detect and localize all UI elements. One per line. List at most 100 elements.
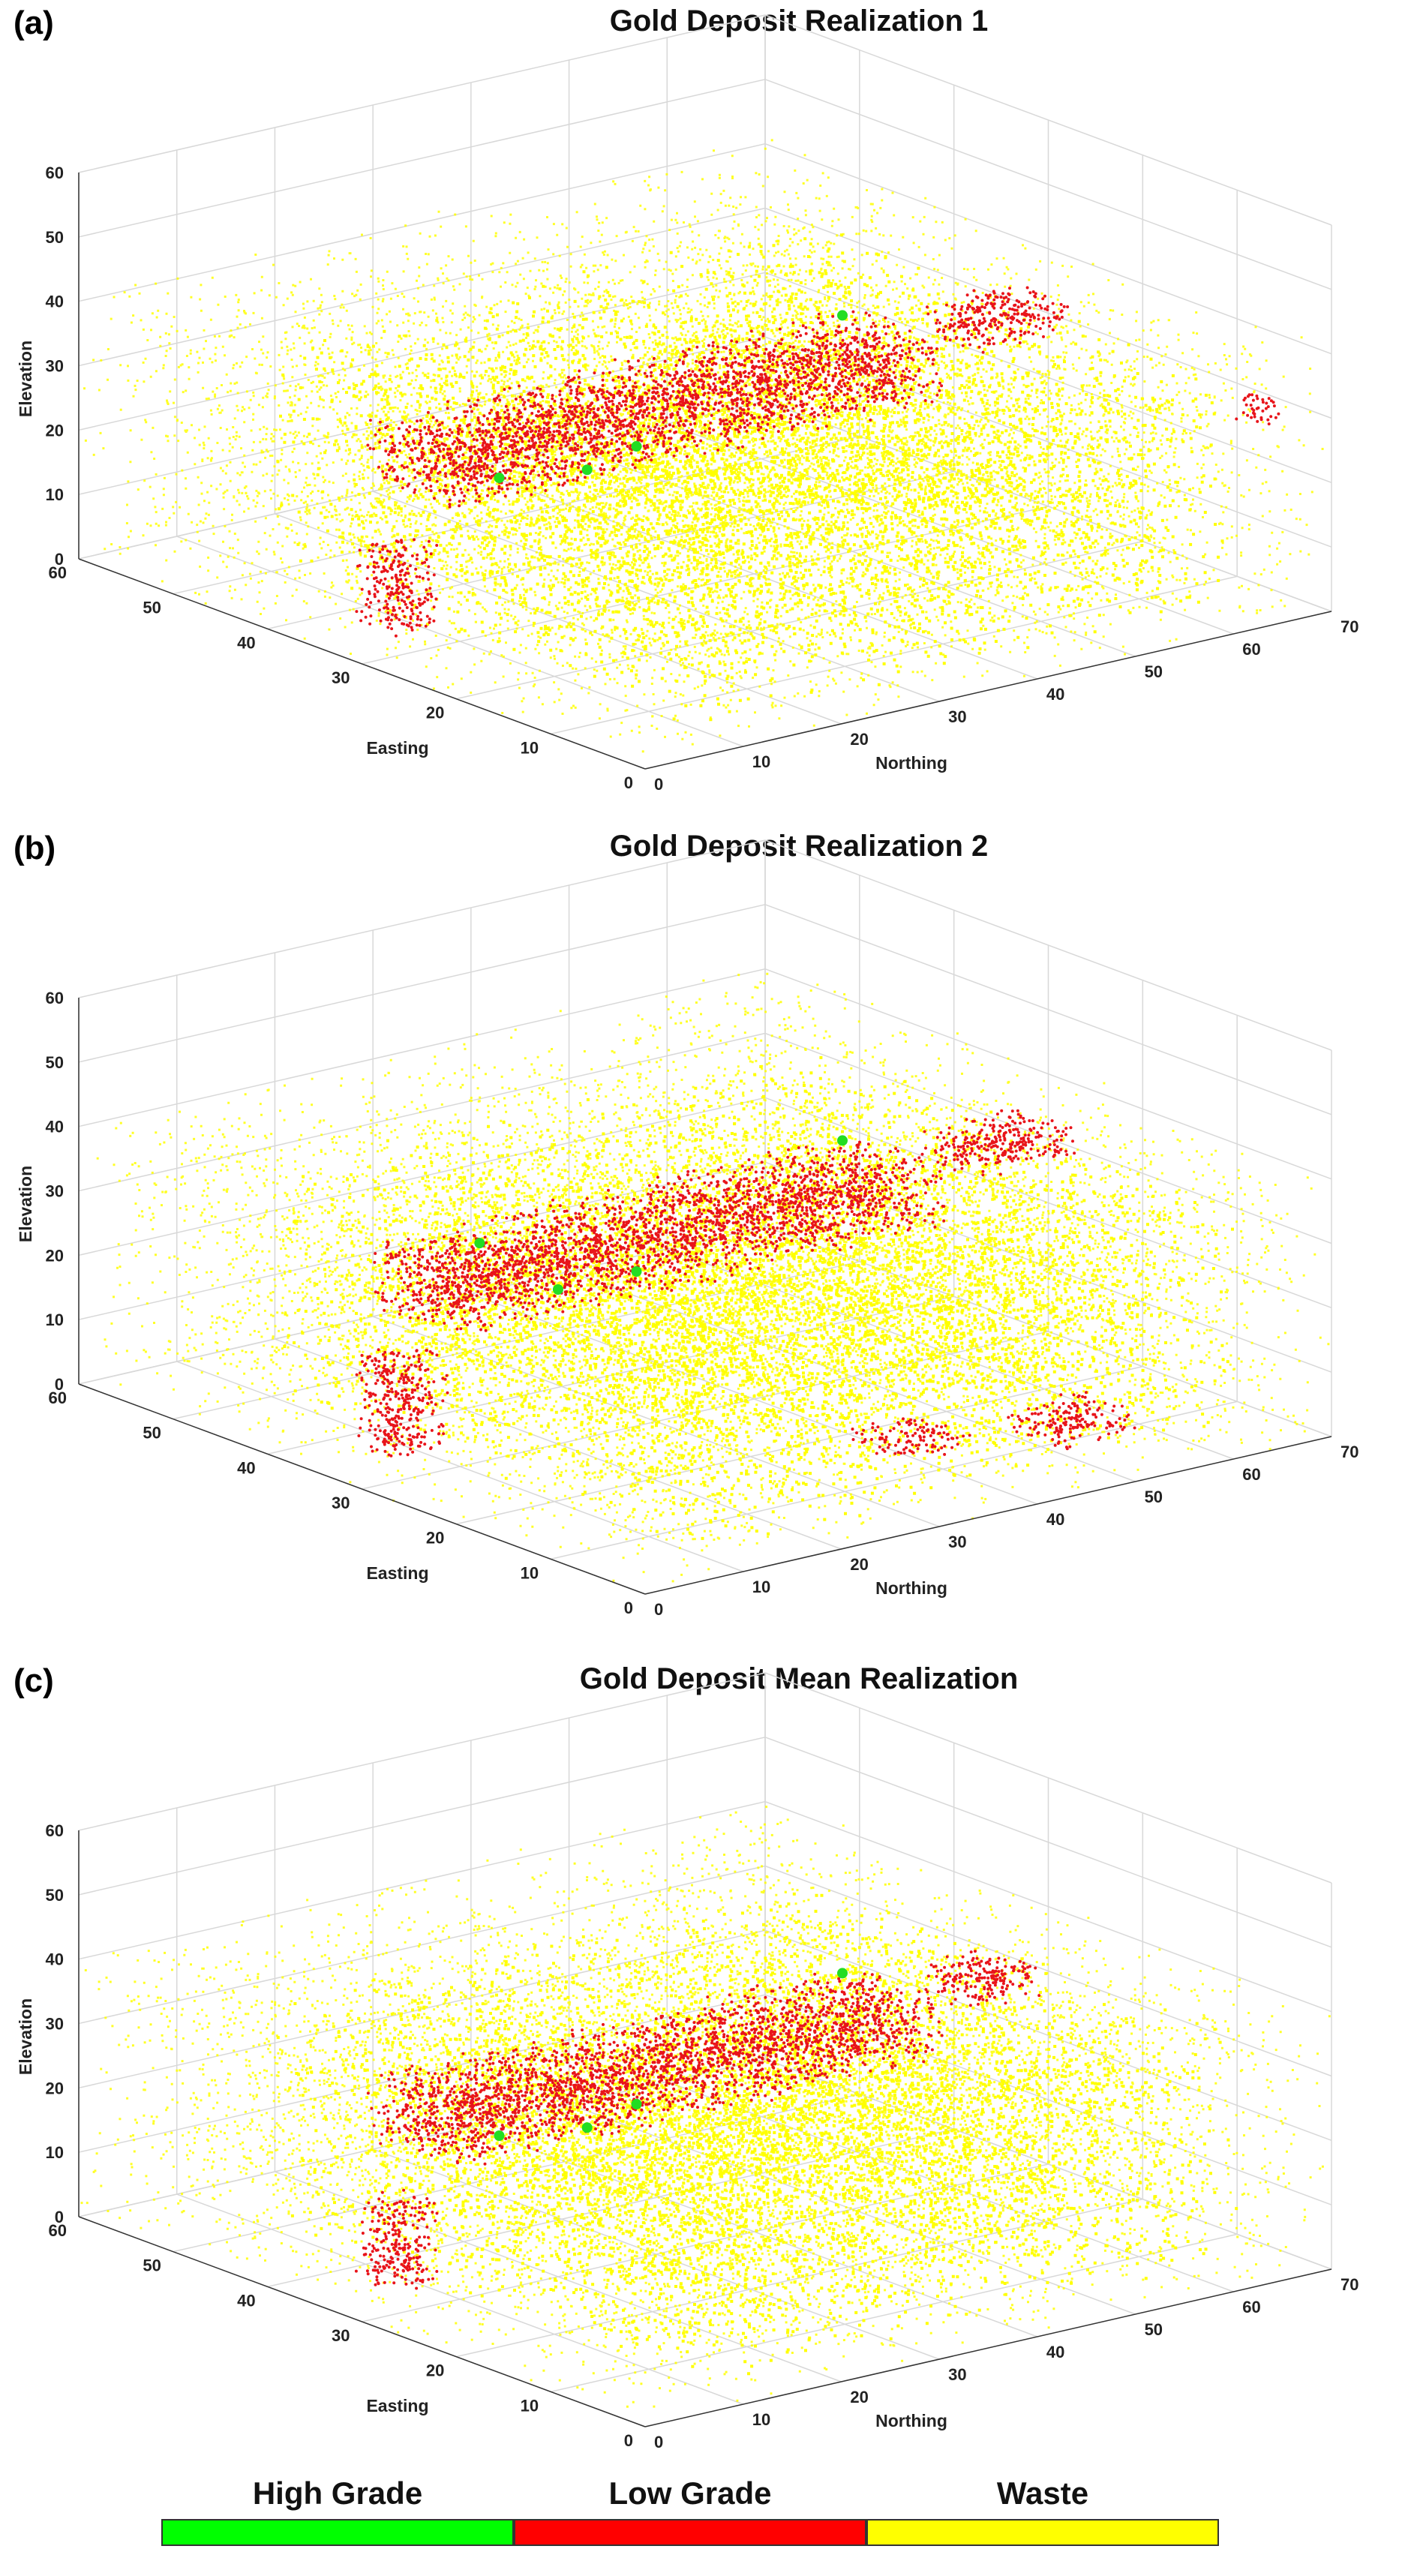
z-tick-label: 30 <box>46 1182 64 1201</box>
waste-core <box>283 1055 1234 1540</box>
z-tick-label: 20 <box>46 2079 64 2097</box>
x-axis-label: Northing <box>875 753 947 773</box>
x-tick-label: 50 <box>1145 1488 1163 1506</box>
z-axis-label: Elevation <box>16 1998 35 2075</box>
legend-label-low-grade: Low Grade <box>608 2475 772 2511</box>
low-grade-points <box>354 1950 1041 2290</box>
x-axis-label: Northing <box>875 2411 947 2430</box>
x-tick-label: 20 <box>850 730 868 749</box>
low-grade-cluster <box>920 1109 1076 1177</box>
wall-gridline <box>764 1737 1332 1948</box>
z-tick-label: 10 <box>46 2143 64 2162</box>
axes: 0102030405060700102030405060010203040506… <box>16 989 1358 1619</box>
waste-points <box>96 972 1330 1583</box>
x-tick-label: 70 <box>1340 617 1358 636</box>
z-tick-label: 60 <box>46 989 64 1007</box>
legend-swatch-high-grade <box>161 2519 514 2546</box>
x-tick-label: 60 <box>1242 640 1260 659</box>
x-tick-label: 40 <box>1046 685 1064 704</box>
y-axis-label: Easting <box>366 738 428 758</box>
y-tick-label: 30 <box>332 2326 350 2345</box>
low-grade-cluster <box>366 310 944 509</box>
legend-label-waste: Waste <box>996 2475 1089 2511</box>
high-grade-point <box>837 310 848 321</box>
low-grade-points <box>355 286 1280 638</box>
wall-gridline <box>78 1161 766 1320</box>
legend-swatch-waste <box>866 2519 1219 2546</box>
high-grade-point <box>631 2099 642 2109</box>
panel-a: (a) Gold Deposit Realization 1 0 10 20 30 40… <box>0 0 1405 810</box>
wall-gridline <box>764 1994 1332 2205</box>
x-tick-label: 60 <box>1242 2298 1260 2316</box>
z-tick-label: 0 <box>55 1375 64 1394</box>
y-tick-label: 20 <box>426 1529 444 1548</box>
y-axis-label: Easting <box>366 2396 428 2415</box>
floor-gridline <box>550 1401 1238 1560</box>
wall-gridline <box>78 207 766 367</box>
low-grade-cluster <box>355 1348 449 1458</box>
wall-gridline <box>764 14 1332 226</box>
y-tick-label: 0 <box>624 1599 633 1617</box>
z-tick-label: 30 <box>46 357 64 376</box>
axes: 0102030405060700102030405060010203040506… <box>16 164 1358 794</box>
z-tick-label: 60 <box>46 164 64 182</box>
panel-b: (b) Gold Deposit Realization 2 0 10 20 30 40… <box>0 825 1405 1635</box>
x-axis-line <box>644 1436 1332 1595</box>
high-grade-point <box>581 464 593 476</box>
z-tick-label: 50 <box>46 1053 64 1072</box>
z-tick-label: 50 <box>46 228 64 247</box>
y-tick-label: 0 <box>624 773 633 792</box>
floor-gridline <box>267 470 954 630</box>
x-axis-line <box>644 2268 1332 2427</box>
high-grade-point <box>552 1284 563 1295</box>
wall-gridline <box>78 272 766 431</box>
floor-gridline <box>550 2233 1238 2393</box>
x-tick-label: 20 <box>850 2388 868 2406</box>
z-tick-label: 60 <box>46 1821 64 1840</box>
floor-gridline <box>267 1296 954 1455</box>
x-tick-label: 70 <box>1340 1443 1358 1461</box>
y-tick-label: 20 <box>426 704 444 722</box>
waste-core <box>276 233 1224 722</box>
floor-gridline <box>550 575 1238 735</box>
high-grade-point <box>581 2122 593 2133</box>
z-tick-label: 40 <box>46 1118 64 1136</box>
floor-gridline <box>362 1331 1049 1490</box>
x-tick-label: 0 <box>654 775 663 794</box>
z-axis-label: Elevation <box>16 1166 35 1242</box>
low-grade-cluster <box>1007 1391 1136 1451</box>
y-tick-label: 30 <box>332 668 350 687</box>
x-tick-label: 0 <box>654 1600 663 1619</box>
x-tick-label: 40 <box>1046 2343 1064 2361</box>
wall-gridline <box>78 79 766 238</box>
low-grade-cluster <box>373 1140 946 1332</box>
waste-points <box>80 1806 1331 2408</box>
wall-gridline <box>78 143 766 302</box>
y-axis-line <box>78 558 646 770</box>
wall-gridline <box>764 904 1332 1115</box>
z-tick-label: 50 <box>46 1886 64 1905</box>
high-grade-points <box>474 1135 848 1295</box>
x-tick-label: 30 <box>948 707 966 726</box>
y-tick-label: 60 <box>49 1389 67 1407</box>
x-tick-label: 0 <box>654 2433 663 2451</box>
y-axis-line <box>78 2216 646 2427</box>
y-axis-line <box>78 1383 646 1595</box>
high-grade-point <box>474 1238 485 1249</box>
wall-gridline <box>78 1800 766 1960</box>
y-tick-label: 20 <box>426 2361 444 2380</box>
waste-cloud <box>83 139 1324 753</box>
y-tick-label: 60 <box>49 2221 67 2240</box>
x-tick-label: 10 <box>752 2410 770 2429</box>
chart-title: Gold Deposit Realization 1 <box>609 5 989 38</box>
low-grade-cluster <box>924 1950 1041 2007</box>
wall-gridline <box>78 1032 766 1192</box>
wall-gridline <box>764 79 1332 290</box>
wall-gridline <box>764 839 1332 1051</box>
high-grade-points <box>494 1968 848 2141</box>
z-tick-label: 0 <box>55 550 64 569</box>
panel-c: (c) Gold Deposit Mean Realization 0 10 20 3… <box>0 1658 1405 2468</box>
z-tick-label: 0 <box>55 2208 64 2226</box>
z-axis-label: Elevation <box>16 341 35 417</box>
high-grade-point <box>631 1266 642 1277</box>
